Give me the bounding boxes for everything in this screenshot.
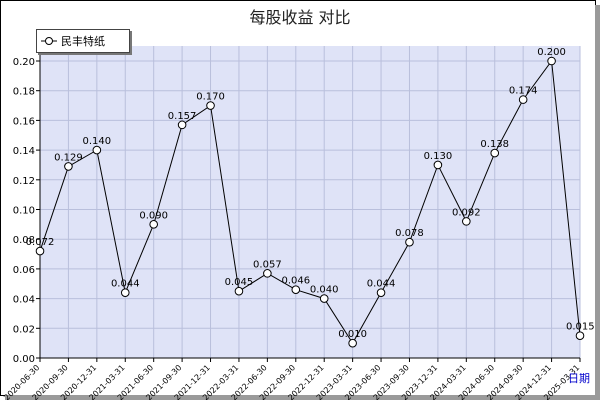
data-point — [319, 294, 329, 303]
frame-shadow-right — [595, 5, 600, 400]
series-line — [39, 59, 581, 345]
data-label: 0.015 — [566, 322, 595, 333]
data-point — [376, 288, 386, 297]
data-label: 0.040 — [310, 285, 339, 296]
data-point — [518, 95, 528, 104]
data-point — [547, 56, 556, 66]
data-label: 0.057 — [253, 259, 282, 270]
data-label: 0.078 — [395, 228, 424, 239]
data-label: 0.090 — [139, 210, 168, 221]
data-point — [263, 269, 272, 278]
plot-area — [40, 46, 580, 358]
data-point — [177, 120, 187, 130]
data-point — [490, 148, 500, 158]
data-label: 0.129 — [54, 152, 83, 163]
y-tick-label: 0.18 — [13, 87, 35, 98]
data-point — [120, 288, 130, 297]
y-tick-label: 0.20 — [13, 57, 35, 68]
data-label: 0.010 — [338, 329, 367, 340]
data-point — [348, 338, 357, 348]
data-point — [206, 101, 215, 110]
y-tick-label: 0.14 — [13, 146, 35, 157]
data-point — [35, 246, 45, 256]
y-tick-label: 0.08 — [13, 235, 35, 246]
y-tick-label: 0.10 — [13, 206, 35, 217]
y-tick-label: 0.04 — [13, 295, 35, 306]
data-label: 0.046 — [281, 276, 310, 287]
data-point — [575, 331, 585, 341]
data-label: 0.200 — [537, 47, 566, 58]
data-label: 0.138 — [480, 139, 509, 150]
data-label: 0.045 — [225, 277, 254, 288]
data-point — [405, 237, 414, 247]
y-tick-label: 0.02 — [13, 324, 35, 335]
data-point — [149, 220, 158, 229]
legend: 民丰特纸 — [36, 29, 130, 53]
frame-shadow-bottom — [5, 395, 600, 400]
y-tick-label: 0.06 — [13, 265, 35, 276]
data-point — [234, 286, 244, 296]
data-point — [64, 162, 73, 171]
data-label: 0.092 — [452, 207, 481, 218]
data-label: 0.044 — [367, 279, 396, 290]
y-tick-label: 0.16 — [13, 116, 35, 127]
data-label: 0.072 — [26, 237, 55, 248]
data-point — [291, 285, 301, 294]
data-label: 0.130 — [424, 151, 453, 162]
data-point — [92, 145, 102, 155]
data-label: 0.140 — [83, 136, 112, 147]
y-tick-label: 0.00 — [13, 354, 35, 365]
data-label: 0.044 — [111, 279, 140, 290]
legend-series-label: 民丰特纸 — [61, 35, 105, 48]
data-point — [433, 160, 443, 170]
data-point — [462, 217, 471, 226]
chart-title: 每股收益 对比 — [249, 8, 351, 27]
x-axis-label: 日期 — [568, 372, 590, 385]
y-tick-label: 0.12 — [13, 176, 35, 187]
legend-marker-icon — [41, 37, 57, 45]
data-label: 0.174 — [509, 86, 538, 97]
data-label: 0.170 — [196, 92, 225, 103]
data-label: 0.157 — [168, 111, 197, 122]
